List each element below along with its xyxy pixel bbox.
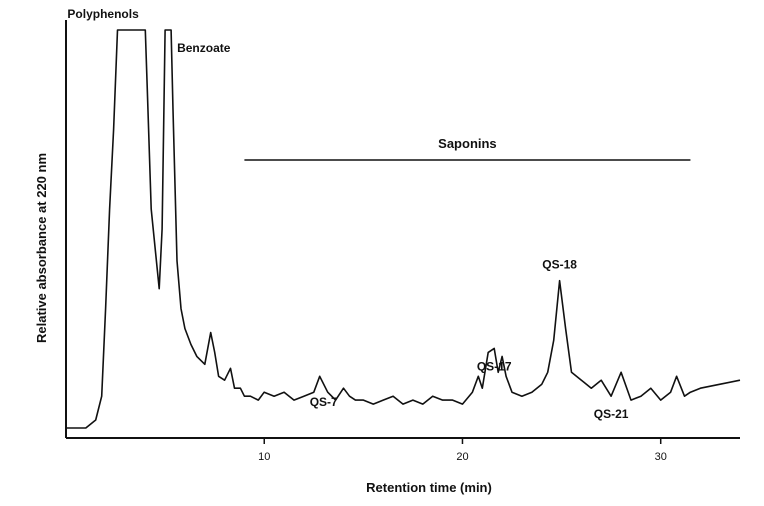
peak-annotations: Polyphenols Benzoate QS-18 QS-7 QS-17 QS-21 [67,7,628,421]
x-ticks: 10 20 30 [258,438,667,463]
peak-label: QS-21 [594,407,629,421]
y-axis-label: Relative absorbance at 220 nm [34,153,49,343]
chromatogram-trace [66,29,741,429]
peak-label: Benzoate [177,41,231,55]
x-axis-label: Retention time (min) [366,480,492,495]
peak-label: Polyphenols [67,7,139,21]
x-tick-label: 20 [456,451,468,463]
x-tick-label: 30 [655,451,667,463]
peak-label: QS-7 [310,395,338,409]
peak-label: QS-17 [477,359,512,373]
saponins-region-label: Saponins [438,136,497,151]
peak-label: QS-18 [542,258,577,272]
chromatogram-line [66,29,741,429]
x-tick-label: 10 [258,451,270,463]
